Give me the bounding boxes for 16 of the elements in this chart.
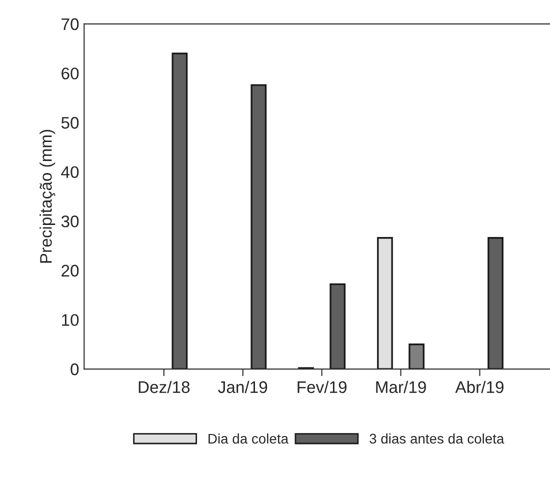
x-tick-label: Abr/19: [455, 380, 504, 394]
x-tick-label: Mar/19: [376, 380, 426, 394]
x-tick-label: Jan/19: [218, 380, 268, 394]
y-tick-label: 10: [62, 314, 79, 326]
legend-label: Dia da coleta: [208, 433, 289, 444]
y-tick-label: 30: [61, 216, 79, 228]
y-tick-label: 20: [62, 264, 79, 277]
y-axis-title: Precipitação (mm): [40, 130, 56, 263]
y-tick-label: 70: [62, 18, 79, 30]
y-tick-label: 0: [70, 363, 79, 376]
y-tick-label: 40: [61, 166, 79, 178]
y-tick-label: 50: [61, 116, 79, 129]
x-tick-label: Dez/18: [138, 380, 190, 394]
y-tick-label: 60: [62, 68, 79, 80]
legend-label: 3 dias antes da coleta: [370, 433, 504, 444]
x-tick-label: Fev/19: [298, 380, 346, 394]
